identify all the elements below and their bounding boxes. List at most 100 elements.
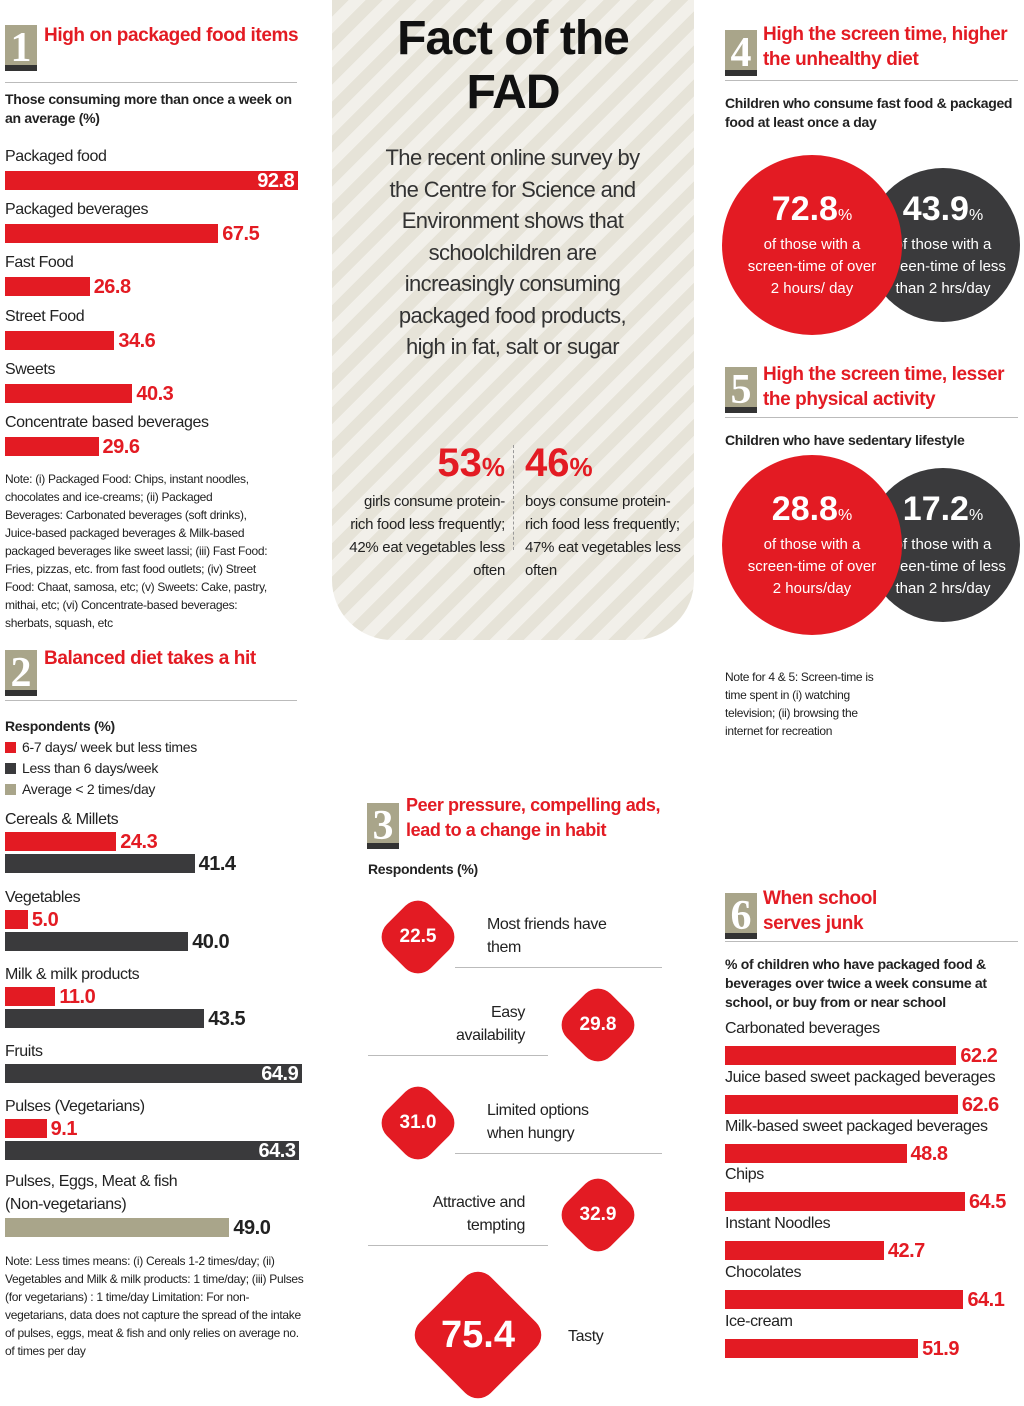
- marker-value: 31.0: [399, 1112, 437, 1133]
- bar-label: Vegetables: [5, 889, 81, 906]
- bar-label: Cereals & Millets: [5, 811, 119, 828]
- bar-label: Fast Food: [5, 254, 74, 272]
- circle-value: 28.8%: [771, 489, 853, 528]
- bar-value: 51.9: [922, 1337, 959, 1360]
- bar-value: 34.6: [118, 329, 156, 352]
- bar: [5, 277, 90, 297]
- bar-label: Packaged beverages: [5, 201, 149, 219]
- stat-text: boys consume protein-rich food less freq…: [525, 493, 681, 579]
- section-number-badge: 1: [5, 25, 37, 71]
- bar: [725, 1192, 965, 1212]
- bar: [5, 1119, 47, 1138]
- item-label: Easy availability: [455, 1004, 525, 1044]
- bar-value: 41.4: [198, 853, 236, 875]
- stat-boys: 46% boys consume protein-rich food less …: [525, 440, 685, 582]
- section-note: Note for 4 & 5: Screen-time is time spen…: [725, 670, 874, 738]
- bar-value: 49.0: [233, 1217, 271, 1239]
- bar-label: Pulses (Vegetarians): [5, 1098, 145, 1115]
- circle-unit: %: [837, 506, 853, 524]
- legend-swatch: [5, 784, 16, 795]
- divider: [5, 82, 297, 83]
- section-number-badge: 5: [725, 367, 757, 413]
- bar-value: 42.7: [887, 1240, 925, 1263]
- bar: [5, 383, 133, 403]
- bar-label: Chocolates: [725, 1264, 802, 1281]
- circle-text: of those with a screen-time of over 2 ho…: [747, 535, 877, 597]
- stat-text: girls consume protein-rich food less fre…: [349, 493, 505, 579]
- section-title: High the screen time, lesser the physica…: [763, 364, 1005, 410]
- stat-circle: 28.8% of those with a screen-time of over…: [722, 455, 902, 635]
- chart-subtitle: Those consuming more than once a week on…: [5, 91, 292, 126]
- bar-label: Concentrate based beverages: [5, 414, 209, 431]
- chart-subtitle: % of children who have packaged food & b…: [725, 956, 987, 1010]
- title-line-2: FAD: [466, 66, 561, 119]
- bar-label: Instant Noodles: [725, 1215, 831, 1233]
- divider: [368, 1245, 548, 1246]
- fad-title: Fact of the FAD: [332, 12, 694, 120]
- section-number-badge: 6: [725, 893, 757, 939]
- bar: [5, 171, 299, 190]
- bar-label: Milk-based sweet packaged beverages: [725, 1117, 988, 1135]
- chart-note: Note: (i) Packaged Food: Chips, instant …: [5, 472, 268, 630]
- bar-label: Juice based sweet packaged beverages: [725, 1068, 996, 1086]
- divider: [725, 417, 1018, 418]
- bar-value: 67.5: [222, 223, 260, 246]
- bar-label: Pulses, Eggs, Meat & fish (Non-vegetaria…: [5, 1173, 178, 1213]
- legend-label: Average < 2 times/day: [22, 781, 156, 797]
- bar: [5, 437, 99, 456]
- bar: [725, 1338, 919, 1358]
- bar-label: Carbonated beverages: [725, 1020, 880, 1037]
- bar-value: 5.0: [31, 909, 59, 931]
- stat-unit: %: [481, 452, 505, 482]
- bar-value: 11.0: [59, 986, 96, 1008]
- bar-label: Ice-cream: [725, 1312, 793, 1330]
- section-title: When school serves junk: [763, 888, 877, 934]
- section-number-badge: 3: [367, 803, 399, 849]
- marker-value: 22.5: [399, 926, 437, 947]
- bar-value: 92.8: [257, 170, 295, 192]
- section-number-badge: 4: [725, 30, 757, 76]
- bar: [5, 1009, 205, 1028]
- stat-unit: %: [569, 452, 593, 482]
- bar: [5, 1218, 230, 1237]
- section-subtitle: Children who have sedentary lifestyle: [725, 432, 965, 448]
- bar-label: Fruits: [5, 1043, 43, 1060]
- section-title: High the screen time, higher the unhealt…: [763, 24, 1008, 70]
- bar: [725, 1241, 884, 1261]
- bar-value: 62.6: [961, 1093, 999, 1116]
- bar-value: 9.1: [50, 1118, 78, 1140]
- bar: [725, 1094, 958, 1114]
- divider: [455, 1153, 662, 1154]
- legend-swatch: [5, 763, 16, 774]
- circle-value: 72.8%: [771, 189, 853, 228]
- marker-value: 32.9: [579, 1204, 617, 1225]
- bar-value: 29.6: [102, 436, 140, 458]
- circle-unit: %: [968, 506, 984, 524]
- item-label: Attractive and tempting: [432, 1194, 526, 1234]
- legend-item: Less than 6 days/week: [5, 760, 158, 776]
- bar: [5, 910, 28, 929]
- bar-value: 40.0: [192, 931, 230, 953]
- legend-item: Average < 2 times/day: [5, 781, 155, 797]
- item-label: Limited options when hungry: [487, 1102, 589, 1142]
- stat-girls: 53% girls consume protein-rich food less…: [345, 440, 505, 582]
- circle-text: of those with a screen-time of less than…: [880, 235, 1006, 297]
- item-label: Most friends have them: [487, 916, 607, 956]
- bar: [725, 1143, 907, 1163]
- chart-subtitle: Respondents (%): [368, 861, 478, 877]
- stat-value: 46: [525, 441, 570, 485]
- divider: [725, 941, 1018, 942]
- bar: [5, 932, 189, 951]
- bar-value: 64.9: [261, 1063, 299, 1085]
- bar-value: 62.2: [960, 1045, 998, 1067]
- divider: [368, 1055, 548, 1056]
- bar: [5, 1064, 303, 1083]
- divider: [725, 80, 1018, 81]
- bar-value: 43.5: [208, 1008, 246, 1030]
- bar: [5, 987, 56, 1006]
- marker-value: 29.8: [579, 1014, 617, 1035]
- section-number-badge: 2: [5, 650, 37, 696]
- bar-label: Chips: [725, 1166, 764, 1184]
- circle-text: of those with a screen-time of less than…: [880, 535, 1006, 597]
- bar-label: Sweets: [5, 360, 56, 378]
